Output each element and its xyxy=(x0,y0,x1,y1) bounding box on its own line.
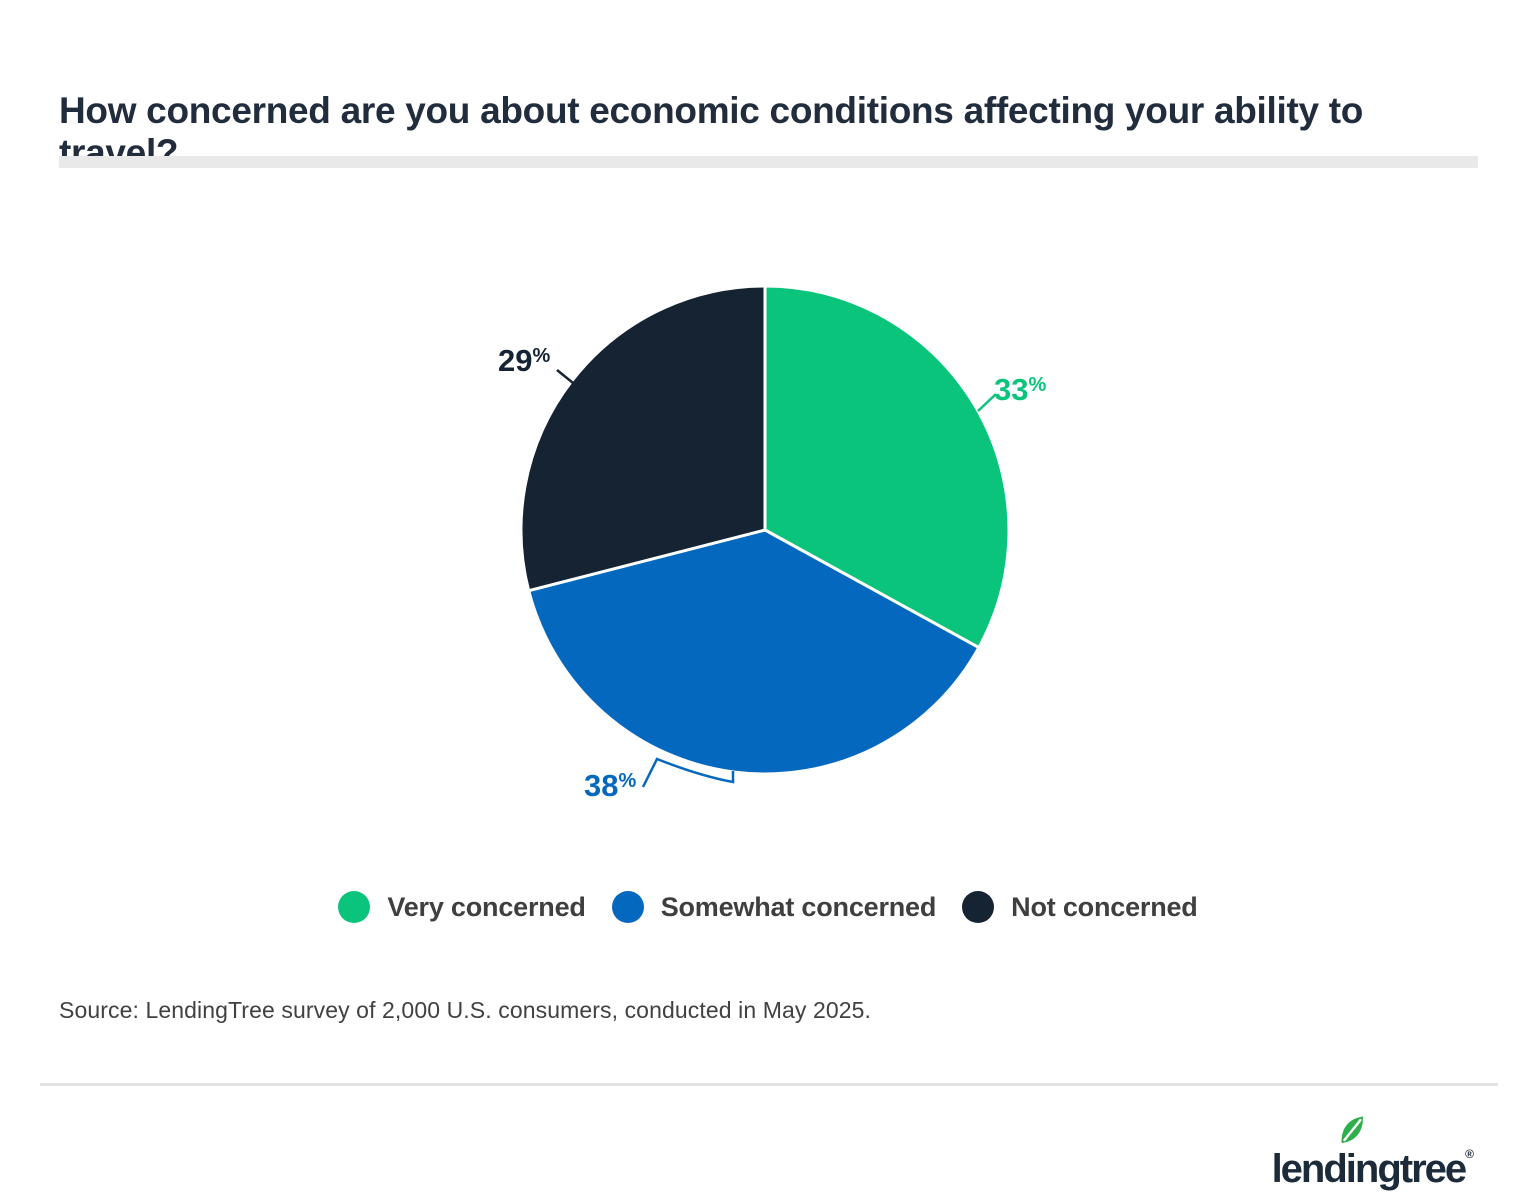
logo-text: lendingtree® xyxy=(1272,1147,1474,1191)
percent-sign: % xyxy=(1028,374,1047,396)
legend-item-very-concerned: Very concerned xyxy=(338,891,586,923)
legend: Very concerned Somewhat concerned Not co… xyxy=(0,891,1536,923)
legend-label: Somewhat concerned xyxy=(660,891,937,922)
source-note: Source: LendingTree survey of 2,000 U.S.… xyxy=(59,997,871,1023)
leader-line-33 xyxy=(977,393,997,412)
logo-wordmark: lendingtree xyxy=(1271,1147,1468,1191)
percent-sign: % xyxy=(618,770,637,792)
title-divider xyxy=(59,156,1478,168)
leader-line-38 xyxy=(641,757,735,788)
lendingtree-logo: lendingtree® xyxy=(1272,1116,1474,1189)
legend-label: Not concerned xyxy=(1011,891,1198,922)
legend-label: Very concerned xyxy=(387,891,586,922)
legend-dot-navy xyxy=(962,891,995,923)
pie-slice-not-concerned xyxy=(519,284,767,593)
pie-value-not-concerned: 29 xyxy=(498,343,533,378)
page-title: How concerned are you about economic con… xyxy=(59,90,1364,173)
pie-value-somewhat-concerned: 38 xyxy=(584,768,619,803)
registered-mark: ® xyxy=(1465,1147,1474,1161)
legend-item-somewhat-concerned: Somewhat concerned xyxy=(611,891,937,923)
pie-slices xyxy=(519,284,1011,776)
pie-slice-very-concerned xyxy=(763,284,1011,650)
pie-label-not-concerned: 29% xyxy=(498,345,550,376)
pie-label-very-concerned: 33% xyxy=(994,374,1046,405)
percent-sign: % xyxy=(532,345,551,367)
legend-dot-blue xyxy=(611,891,644,923)
legend-item-not-concerned: Not concerned xyxy=(962,891,1198,923)
pie-value-very-concerned: 33 xyxy=(994,372,1029,407)
pie-label-somewhat-concerned: 38% xyxy=(584,770,636,801)
leaf-icon xyxy=(1338,1115,1366,1145)
leader-line-29 xyxy=(556,369,579,388)
footer-divider xyxy=(40,1083,1498,1086)
pie-slice-somewhat-concerned xyxy=(527,528,981,776)
legend-dot-green xyxy=(338,891,371,923)
